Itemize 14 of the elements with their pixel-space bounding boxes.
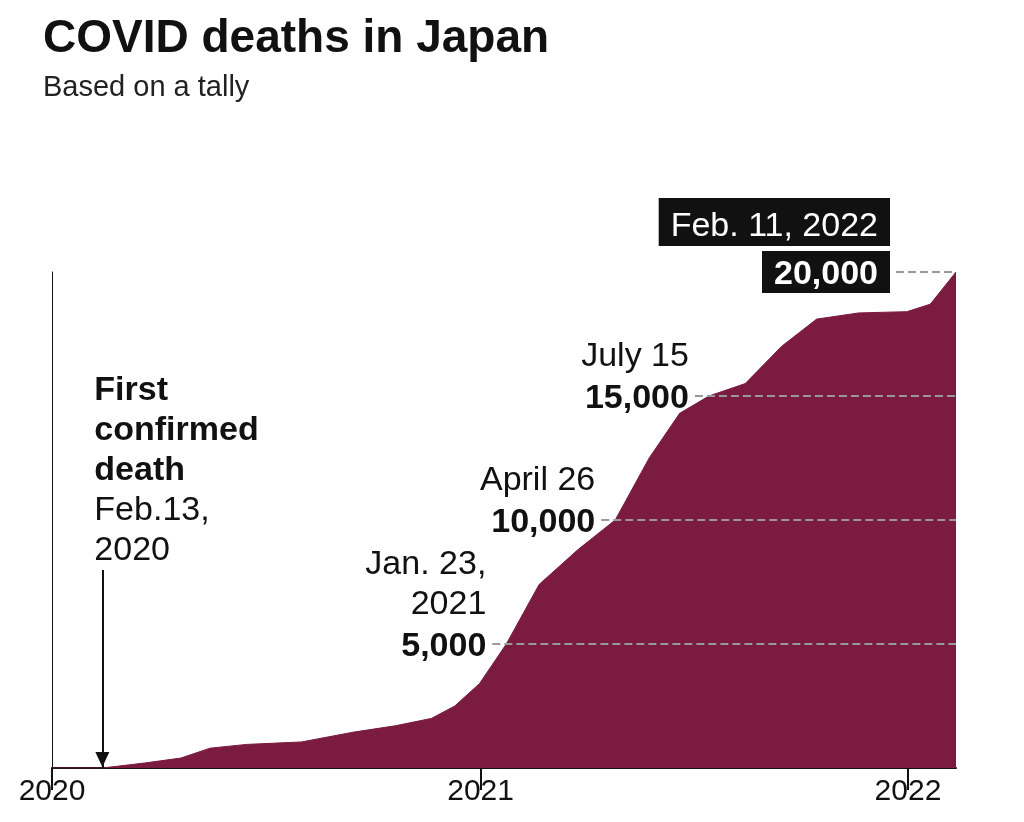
ref-line-label: 20,000 [774,253,878,291]
x-tick-label: 2022 [874,772,942,806]
annotation: April 26 [479,459,596,497]
x-tick-label: 2020 [18,772,86,806]
chart-title: COVID deaths in Japan [43,10,550,62]
x-tick-label: 2021 [447,772,514,806]
ref-line-label: 5,000 [401,625,487,663]
annotation: Jan. 23, 2021 [365,543,487,621]
ref-line-label: 15,000 [584,377,689,415]
annotation: First confirmed death Feb.13, 2020 [94,369,259,567]
annotation: Feb. 11, 2022 [670,205,878,243]
ref-line-label: 10,000 [491,501,596,539]
chart-subtitle: Based on a tally [43,69,250,102]
annotation: July 15 [581,335,689,373]
